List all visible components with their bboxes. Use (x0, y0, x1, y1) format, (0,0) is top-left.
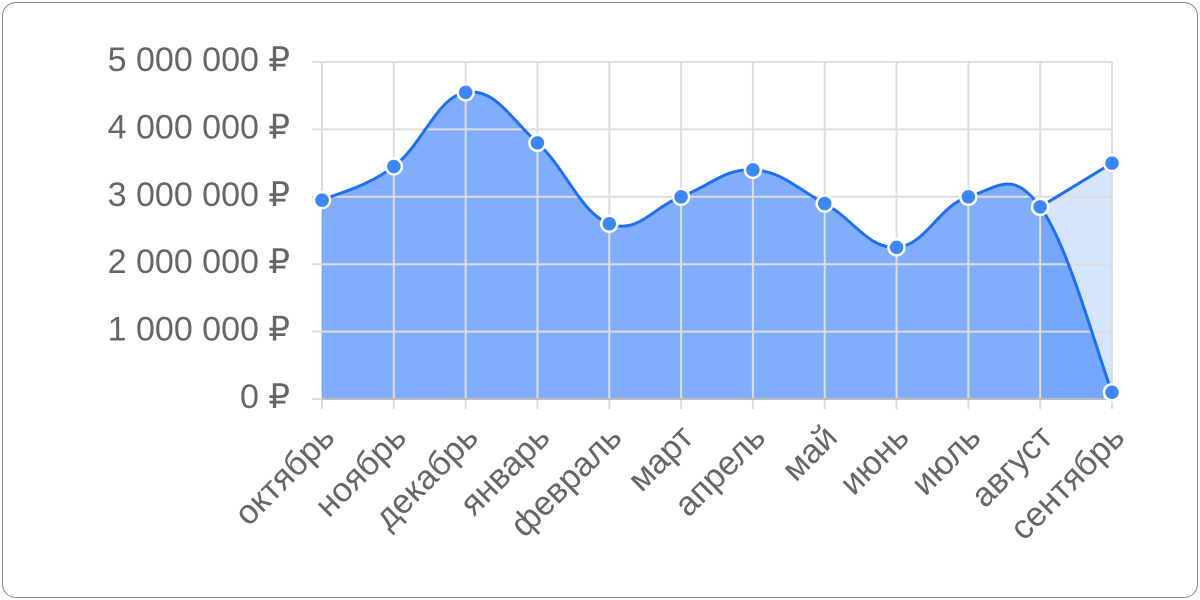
point (456, 83, 475, 102)
y-tick-label: 2 000 000 ₽ (108, 243, 290, 281)
point (1102, 153, 1122, 173)
area (322, 91, 1112, 400)
point (528, 133, 547, 153)
point (1102, 383, 1122, 402)
y-tick-label: 5 000 000 ₽ (108, 41, 290, 79)
y-tick-label: 0 ₽ (240, 378, 290, 416)
point (743, 160, 763, 180)
point (887, 238, 906, 257)
point (600, 214, 619, 234)
point (815, 194, 834, 213)
y-tick-label: 4 000 000 ₽ (108, 108, 290, 146)
line (1039, 161, 1113, 209)
point (384, 157, 404, 176)
point (959, 187, 978, 207)
y-tick-label: 1 000 000 ₽ (108, 311, 290, 349)
point (671, 187, 691, 207)
point (1030, 197, 1050, 217)
x-tick-label: июнь (832, 418, 916, 502)
point (312, 190, 332, 210)
y-tick-label: 3 000 000 ₽ (108, 176, 290, 214)
